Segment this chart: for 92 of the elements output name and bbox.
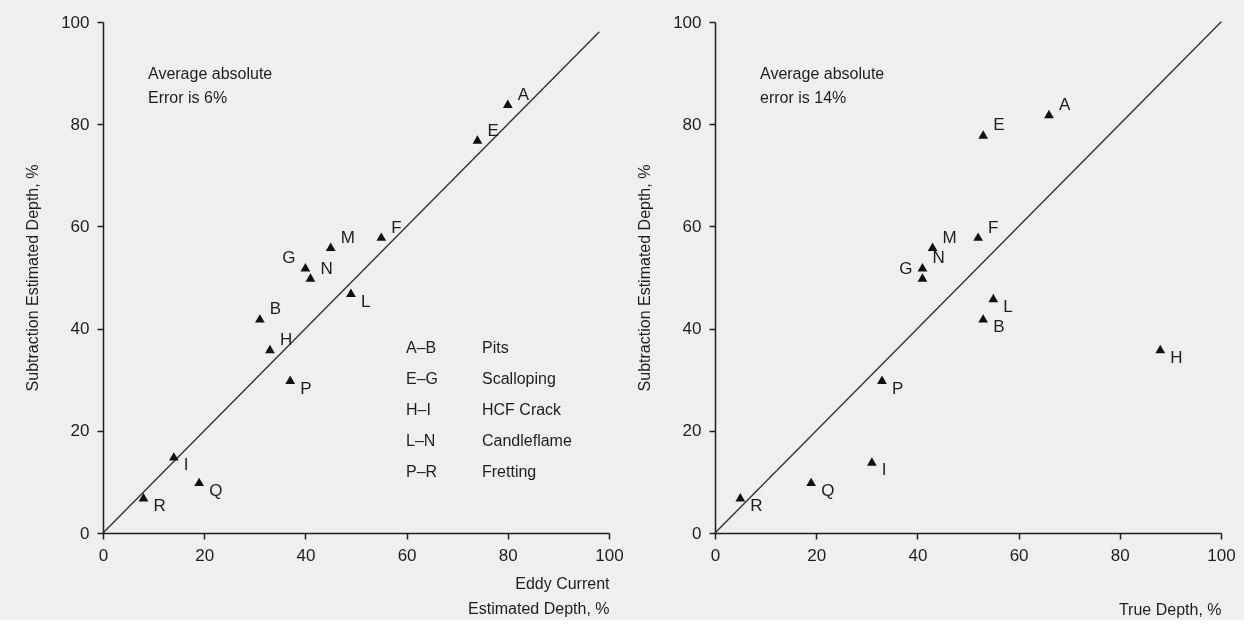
point	[917, 273, 928, 282]
annotation: Average absolute error is 14%	[760, 65, 885, 106]
y-tick-label: 100	[61, 12, 90, 32]
annotation: E–G	[406, 370, 439, 387]
point	[300, 263, 311, 272]
data-label: N	[320, 258, 333, 278]
point	[346, 288, 356, 298]
point	[305, 273, 316, 282]
x-tick-label: 0	[710, 545, 721, 565]
x-tick-label: 60	[397, 545, 417, 565]
point	[866, 457, 877, 466]
y-tick-label: 80	[70, 114, 90, 134]
data-label: Q	[821, 480, 835, 500]
x-tick-label: 80	[498, 545, 518, 565]
x-tick-label: 20	[195, 545, 215, 565]
x-axis-title: True Depth, %	[1118, 600, 1222, 618]
x-tick-label: 40	[908, 545, 928, 565]
data-label: M	[942, 227, 957, 247]
annotation: Fretting	[482, 463, 537, 480]
data-label: A	[1058, 94, 1071, 114]
data-label: L	[1003, 296, 1013, 316]
point	[927, 242, 938, 252]
y-tick-label: 40	[682, 319, 702, 339]
data-label: H	[1170, 348, 1183, 368]
x-tick-label: 40	[296, 545, 316, 565]
data-label: R	[153, 496, 166, 516]
y-tick-label: 40	[70, 319, 90, 339]
y-tick-label: 0	[80, 523, 90, 543]
data-label: E	[487, 120, 499, 140]
point	[978, 314, 989, 323]
data-label: A	[517, 84, 530, 104]
x-tick-label: 0	[98, 545, 109, 565]
point	[1044, 109, 1054, 119]
data-label: N	[932, 248, 945, 268]
data-label: G	[282, 248, 296, 268]
x-tick-label: 100	[595, 545, 624, 565]
data-label: R	[750, 496, 763, 516]
x-tick-label: 100	[1207, 545, 1236, 565]
point	[285, 375, 296, 384]
x-tick-label: 80	[1110, 545, 1130, 565]
y-tick-label: 20	[70, 421, 90, 441]
data-label: I	[183, 455, 189, 475]
point	[472, 135, 483, 144]
data-label: E	[993, 115, 1005, 135]
annotation: P–R	[406, 463, 438, 480]
y-tick-label: 60	[682, 216, 702, 236]
y-tick-label: 0	[692, 523, 702, 543]
data-label: M	[340, 227, 355, 247]
point	[138, 493, 149, 502]
x-tick-label: 60	[1009, 545, 1029, 565]
data-label: I	[881, 460, 887, 480]
annotation: Average absolute Error is 6%	[148, 65, 273, 106]
point	[325, 242, 336, 252]
y-tick-label: 80	[682, 114, 702, 134]
annotation: HCF Crack	[482, 401, 563, 418]
annotation: Scalloping	[482, 370, 556, 387]
point	[168, 452, 179, 461]
annotation: Candleflame	[482, 432, 572, 449]
point	[806, 477, 817, 487]
annotation: A–B	[406, 339, 437, 356]
data-label: B	[269, 299, 282, 319]
point	[877, 375, 887, 384]
point	[917, 263, 928, 272]
point	[988, 293, 999, 303]
point	[735, 493, 746, 502]
point	[194, 477, 205, 487]
point	[978, 130, 989, 139]
data-label: F	[988, 217, 999, 237]
point	[265, 344, 275, 354]
y-axis-title: Subtraction Estimated Depth, %	[24, 164, 42, 392]
point	[973, 232, 983, 241]
point	[1155, 344, 1166, 354]
point	[376, 232, 387, 241]
point	[502, 99, 513, 108]
x-axis-title: Eddy Current Estimated Depth, %	[468, 574, 611, 617]
data-label: B	[993, 317, 1005, 337]
data-label: P	[300, 378, 312, 398]
y-tick-label: 60	[70, 216, 90, 236]
data-label: F	[391, 217, 402, 237]
annotation: Pits	[482, 339, 509, 356]
point	[254, 314, 265, 323]
annotation: H–I	[406, 401, 431, 418]
x-tick-label: 20	[807, 545, 827, 565]
data-label: G	[899, 258, 913, 278]
data-label: P	[891, 378, 904, 398]
y-axis-title: Subtraction Estimated Depth, %	[636, 164, 654, 392]
annotation: L–N	[406, 432, 436, 449]
data-label: H	[279, 330, 293, 350]
y-tick-label: 20	[682, 421, 702, 441]
data-label: L	[360, 291, 371, 311]
data-label: Q	[209, 480, 223, 500]
y-tick-label: 100	[673, 12, 702, 32]
